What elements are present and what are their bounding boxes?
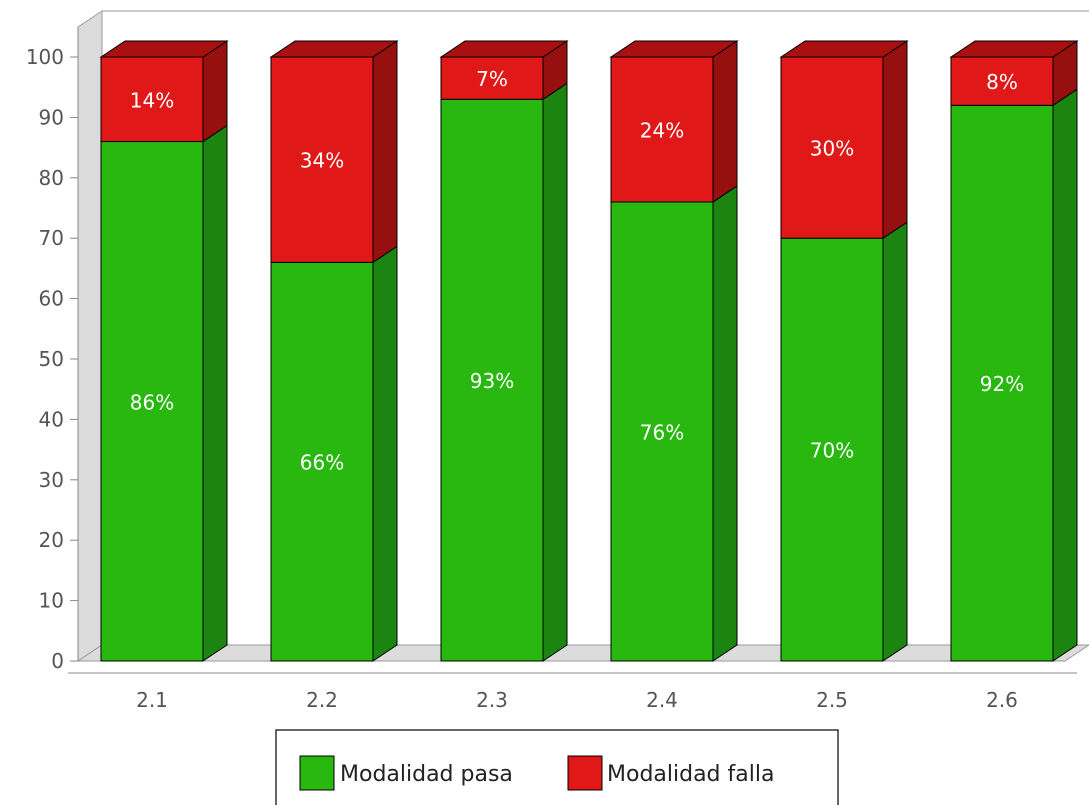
y-tick-label: 70	[39, 226, 64, 250]
bar-side-pasa	[202, 124, 228, 662]
x-tick-label: 2.1	[136, 688, 168, 712]
bar-side-pasa	[542, 82, 568, 662]
bar-pasa	[100, 141, 204, 662]
y-tick-label: 20	[39, 528, 64, 552]
legend-swatch-pasa	[299, 755, 335, 791]
data-label-pasa: 86%	[130, 390, 174, 414]
bar-pasa	[270, 261, 374, 662]
legend-label-pasa: Modalidad pasa	[340, 762, 513, 787]
chart-floor	[76, 644, 1089, 662]
data-label-pasa: 70%	[810, 439, 854, 463]
bar-side-pasa	[372, 245, 398, 662]
y-tick-label: 100	[26, 45, 64, 69]
bar-top-falla	[99, 40, 229, 58]
bar-side-falla	[372, 40, 398, 264]
y-tick-label: 40	[39, 407, 64, 431]
legend-swatch-falla	[567, 755, 603, 791]
data-label-falla: 30%	[810, 137, 854, 161]
bar-side-falla	[712, 40, 738, 203]
y-tick-label: 0	[51, 649, 64, 673]
bar-falla	[100, 56, 204, 143]
bar-falla	[610, 56, 714, 203]
bar-side-pasa	[1052, 88, 1078, 662]
y-tick-label: 80	[39, 166, 64, 190]
bar-top-falla	[609, 40, 739, 58]
bar-falla	[270, 56, 374, 263]
x-tick-label: 2.4	[646, 688, 678, 712]
bar-side-pasa	[882, 221, 908, 662]
data-label-falla: 24%	[640, 118, 684, 142]
data-label-falla: 7%	[476, 67, 508, 91]
legend-box	[275, 729, 839, 805]
data-label-pasa: 92%	[980, 372, 1024, 396]
y-tick-label: 50	[39, 347, 64, 371]
y-tick-label: 10	[39, 589, 64, 613]
data-label-pasa: 66%	[300, 451, 344, 475]
bar-top-falla	[269, 40, 399, 58]
data-label-falla: 14%	[130, 88, 174, 112]
bar-top-falla	[439, 40, 569, 58]
bar-side-falla	[882, 40, 908, 240]
back-wall-left	[77, 10, 103, 662]
x-tick-label: 2.5	[816, 688, 848, 712]
y-tick-label: 90	[39, 105, 64, 129]
bar-pasa	[440, 98, 544, 662]
bar-pasa	[610, 201, 714, 662]
data-label-falla: 8%	[986, 70, 1018, 94]
data-label-pasa: 76%	[640, 420, 684, 444]
bar-top-falla	[949, 40, 1079, 58]
bar-top-falla	[779, 40, 909, 58]
x-tick-label: 2.6	[986, 688, 1018, 712]
bar-side-pasa	[712, 185, 738, 662]
bar-falla	[440, 56, 544, 100]
y-tick-label: 30	[39, 468, 64, 492]
x-tick-label: 2.3	[476, 688, 508, 712]
bar-pasa	[950, 104, 1054, 662]
y-tick-label: 60	[39, 287, 64, 311]
data-label-falla: 34%	[300, 149, 344, 173]
bar-side-falla	[202, 40, 228, 143]
bar-pasa	[780, 237, 884, 662]
legend-label-falla: Modalidad falla	[607, 762, 774, 787]
data-label-pasa: 93%	[470, 369, 514, 393]
x-tick-label: 2.2	[306, 688, 338, 712]
